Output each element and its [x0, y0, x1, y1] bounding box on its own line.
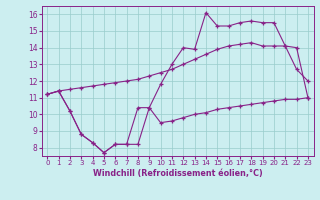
X-axis label: Windchill (Refroidissement éolien,°C): Windchill (Refroidissement éolien,°C) [93, 169, 262, 178]
